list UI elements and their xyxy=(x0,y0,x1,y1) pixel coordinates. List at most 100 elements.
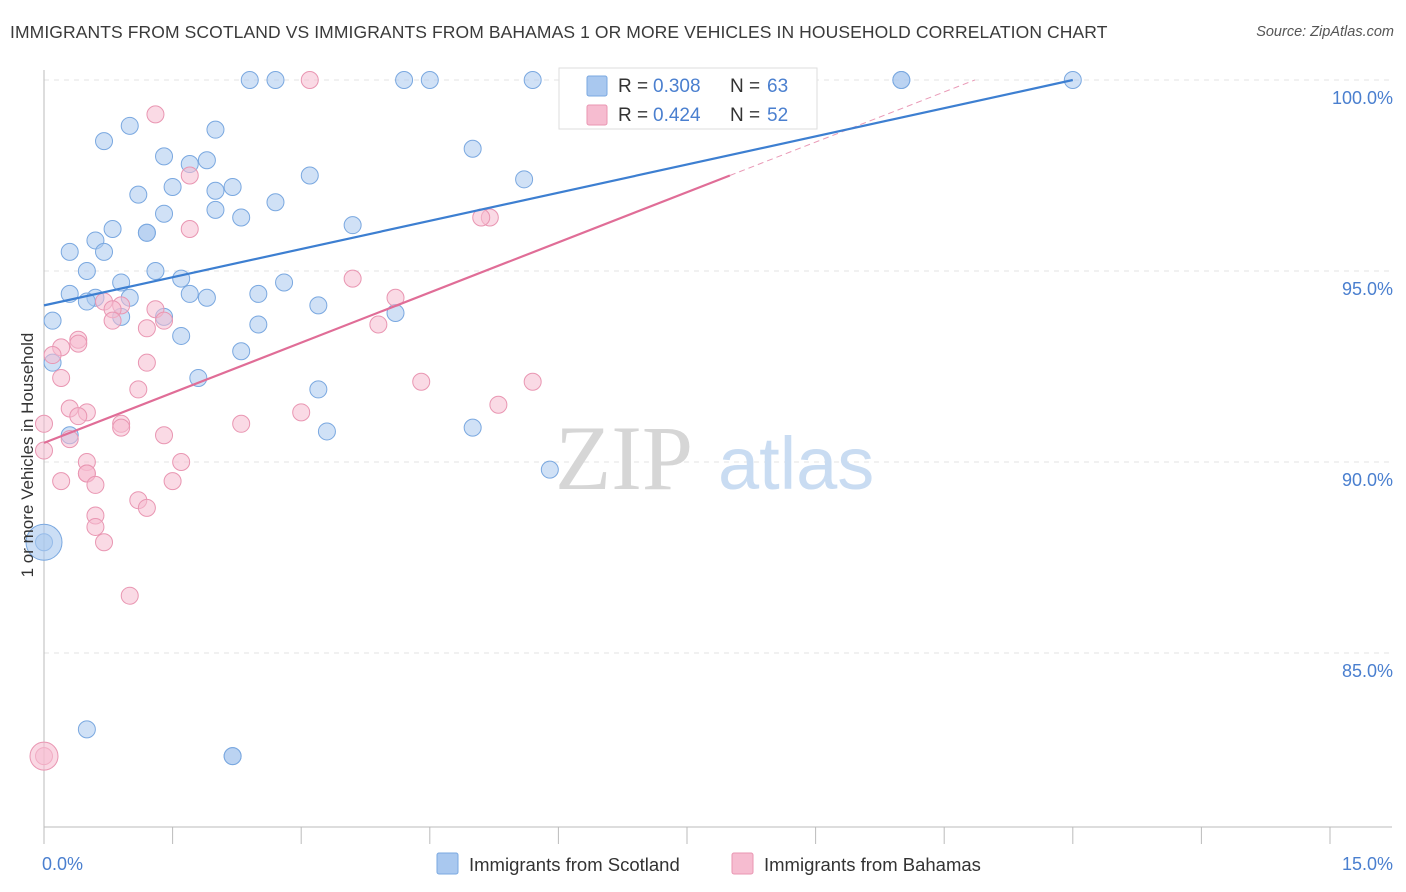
scotland-point xyxy=(463,418,482,437)
y-tick-label: 90.0% xyxy=(1342,470,1393,490)
bahamas-point xyxy=(69,407,88,426)
bahamas-point xyxy=(137,498,156,517)
scotland-point xyxy=(540,460,559,479)
scotland-point xyxy=(309,296,328,315)
scotland-point xyxy=(317,422,336,441)
scotland-point xyxy=(309,380,328,399)
watermark: ZIP atlas xyxy=(555,407,874,509)
legend-swatch xyxy=(586,104,608,126)
scotland-point xyxy=(300,166,319,185)
scotland-point xyxy=(77,720,96,739)
y-tick-labels: 100.0% 95.0% 90.0% 85.0% xyxy=(1332,88,1393,681)
legend-r-value: 0.308 xyxy=(653,76,701,97)
scotland-point xyxy=(120,116,139,135)
bahamas-point xyxy=(112,418,131,437)
scotland-point xyxy=(95,242,114,261)
scotland-point xyxy=(343,216,362,235)
bahamas-point xyxy=(292,403,311,422)
scotland-point xyxy=(249,315,268,334)
bahamas-point xyxy=(86,517,105,536)
bahamas-point xyxy=(86,475,105,494)
bahamas-point xyxy=(35,441,53,460)
legend-n-label: N = xyxy=(730,76,760,97)
source-label: Source: ZipAtlas.com xyxy=(1256,24,1394,40)
scotland-point xyxy=(163,177,182,196)
bahamas-point xyxy=(120,586,139,605)
legend-n-value: 63 xyxy=(767,76,788,97)
scotland-point xyxy=(197,151,216,170)
scotland-trend-line xyxy=(43,78,1074,307)
scotland-point xyxy=(892,71,911,89)
legend-r-label: R = xyxy=(618,76,648,97)
legend-series: Immigrants from Scotland Immigrants from … xyxy=(436,852,981,875)
scotland-point xyxy=(129,185,148,204)
bahamas-point xyxy=(69,334,88,353)
scotland-point xyxy=(223,747,242,766)
scotland-point xyxy=(206,120,225,139)
y-tick-label: 100.0% xyxy=(1332,88,1393,108)
scotland-point xyxy=(146,262,165,280)
bahamas-point xyxy=(155,311,174,330)
bahamas-large-point xyxy=(29,741,59,771)
legend-n-value: 52 xyxy=(767,105,788,126)
bahamas-point xyxy=(52,472,71,491)
bahamas-point xyxy=(180,219,199,238)
scotland-point xyxy=(60,242,79,261)
y-tick-label: 95.0% xyxy=(1342,279,1393,299)
y-tick-label: 85.0% xyxy=(1342,661,1393,681)
scotland-point xyxy=(232,208,251,227)
series-bahamas-points xyxy=(29,71,671,771)
bahamas-point xyxy=(146,105,165,124)
scotland-point xyxy=(95,132,114,151)
legend-series-swatch xyxy=(731,852,754,875)
scotland-point xyxy=(103,219,122,238)
bahamas-point xyxy=(95,533,114,552)
bahamas-point xyxy=(489,395,508,414)
bahamas-point xyxy=(129,380,148,399)
bahamas-point xyxy=(52,368,71,387)
scotland-point xyxy=(172,326,191,345)
scotland-point xyxy=(223,177,242,196)
scotland-point xyxy=(77,262,96,280)
x-tick-labels: 0.0% 15.0% xyxy=(42,854,1393,874)
trend-lines xyxy=(43,78,1074,444)
y-axis-label: 1 or more Vehicles in Household xyxy=(18,333,37,578)
scotland-point xyxy=(43,311,62,330)
scotland-point xyxy=(206,200,225,219)
legend-series-swatch xyxy=(436,852,459,875)
bahamas-point xyxy=(523,372,542,391)
legend-n-label: N = xyxy=(730,105,760,126)
scotland-point xyxy=(172,269,191,288)
bahamas-point xyxy=(43,346,62,365)
bahamas-point xyxy=(172,453,191,471)
scotland-point xyxy=(155,204,174,223)
scotland-point xyxy=(266,193,285,212)
scotland-point xyxy=(180,284,199,303)
scotland-point xyxy=(420,71,439,89)
chart-title: IMMIGRANTS FROM SCOTLAND VS IMMIGRANTS F… xyxy=(10,22,1108,42)
bahamas-point xyxy=(35,414,53,433)
bahamas-point xyxy=(232,414,251,433)
scotland-point xyxy=(523,71,542,89)
bahamas-point xyxy=(369,315,388,334)
grid xyxy=(44,79,1392,654)
bahamas-point xyxy=(137,353,156,372)
scotland-point xyxy=(515,170,534,189)
legend-swatch xyxy=(586,75,608,97)
legend-stats: R = 0.308 N = 63 R = 0.424 N = 52 xyxy=(558,67,818,130)
scotland-large-point xyxy=(25,523,63,561)
x-tick-label: 0.0% xyxy=(42,854,83,874)
scotland-point xyxy=(155,147,174,166)
x-tick-label: 15.0% xyxy=(1342,854,1393,874)
legend-series-label: Immigrants from Bahamas xyxy=(764,854,981,875)
bahamas-trend-line xyxy=(43,174,731,444)
scotland-point xyxy=(197,288,216,307)
watermark-atlas: atlas xyxy=(718,422,874,505)
scotland-point xyxy=(275,273,294,292)
scotland-point xyxy=(395,71,414,89)
legend-r-value: 0.424 xyxy=(653,105,701,126)
bahamas-point xyxy=(103,311,122,330)
bahamas-point xyxy=(163,472,182,491)
bahamas-point xyxy=(300,71,319,89)
